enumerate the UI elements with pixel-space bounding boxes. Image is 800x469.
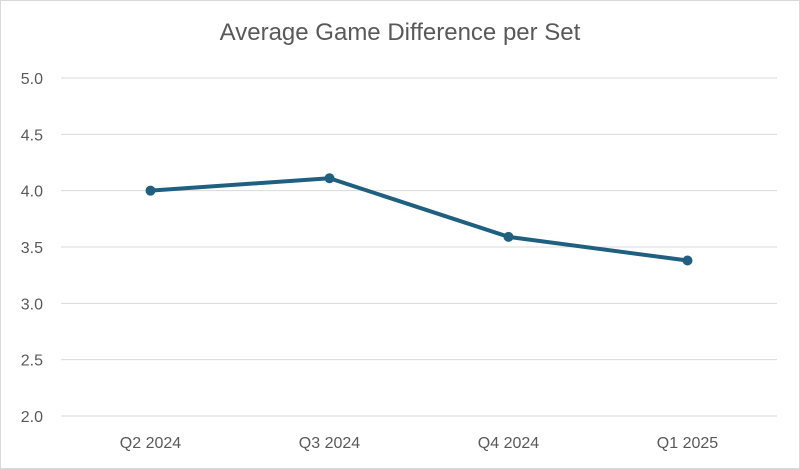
y-tick-label: 3.0 [21,296,43,313]
x-tick-label: Q3 2024 [299,435,360,452]
data-point [324,173,335,184]
series-layer [145,173,693,266]
y-tick-label: 4.0 [21,184,43,201]
y-axis-ticks: 2.0 2.5 3.0 3.5 4.0 4.5 5.0 [21,71,43,426]
x-tick-label: Q2 2024 [120,435,181,452]
x-axis-ticks: Q2 2024 Q3 2024 Q4 2024 Q1 2025 [120,435,718,452]
y-tick-label: 5.0 [21,71,43,88]
chart-title: Average Game Difference per Set [219,19,581,46]
y-tick-label: 2.0 [21,409,43,426]
data-point [503,231,514,242]
y-tick-label: 2.5 [21,353,43,370]
x-tick-label: Q1 2025 [657,435,718,452]
gridlines [61,77,777,417]
y-tick-label: 3.5 [21,240,43,257]
data-point [682,255,693,266]
x-tick-label: Q4 2024 [478,435,539,452]
series-line [148,176,690,263]
data-point [145,185,156,196]
y-tick-label: 4.5 [21,127,43,144]
